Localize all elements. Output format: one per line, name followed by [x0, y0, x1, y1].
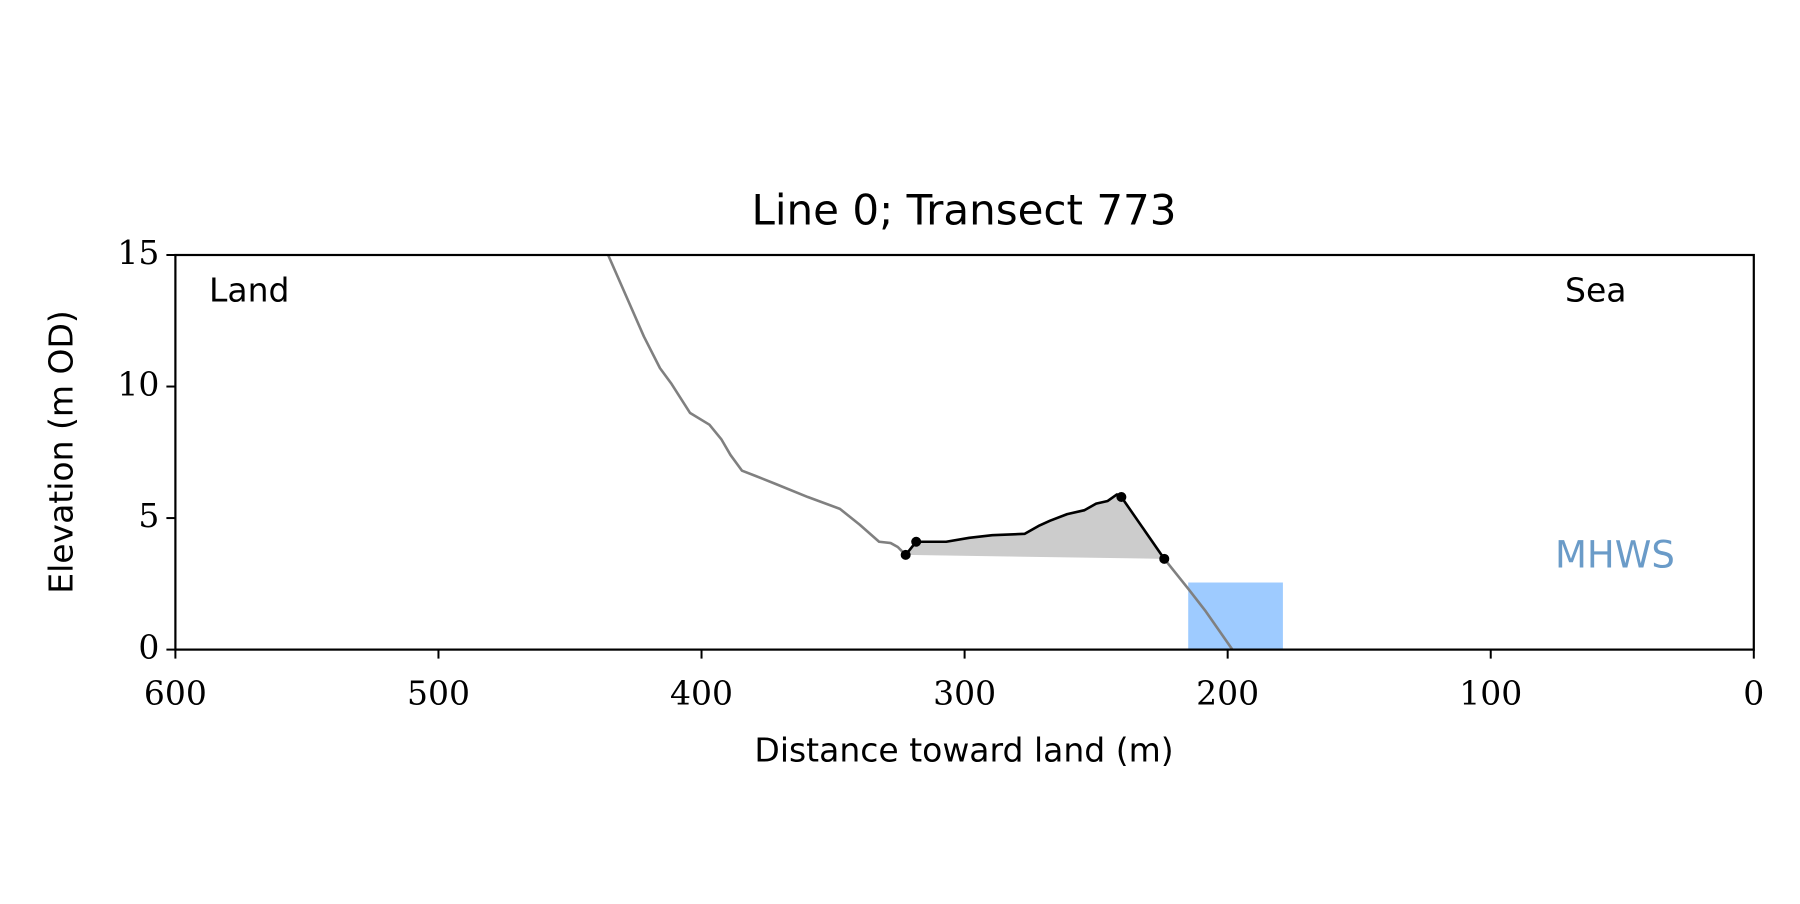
x-tick-label: 600 [144, 674, 207, 713]
y-tick-label: 0 [138, 628, 159, 667]
mhws-box [1188, 582, 1283, 650]
y-axis-label: Elevation (m OD) [42, 310, 81, 594]
chart-title: Line 0; Transect 773 [751, 186, 1176, 235]
profile-line [606, 254, 1234, 651]
x-tick-label: 400 [670, 674, 733, 713]
annotation: Land [209, 271, 289, 310]
x-tick-label: 300 [933, 674, 996, 713]
point [911, 536, 922, 547]
point [1116, 492, 1127, 503]
point [1159, 553, 1170, 564]
x-tick-label: 0 [1743, 674, 1764, 713]
y-tick-label: 5 [138, 496, 159, 535]
mhws-label: MHWS [1555, 534, 1675, 577]
annotation: Sea [1565, 271, 1626, 310]
profile-line [904, 493, 1166, 560]
x-tick-label: 100 [1459, 674, 1522, 713]
x-tick-label: 200 [1196, 674, 1259, 713]
point [900, 549, 911, 560]
y-tick-label: 15 [117, 233, 159, 272]
y-tick-label: 10 [117, 365, 159, 404]
x-tick-label: 500 [407, 674, 470, 713]
area [905, 494, 1165, 559]
plot-frame [174, 253, 1755, 651]
x-axis-label: Distance toward land (m) [754, 731, 1173, 770]
